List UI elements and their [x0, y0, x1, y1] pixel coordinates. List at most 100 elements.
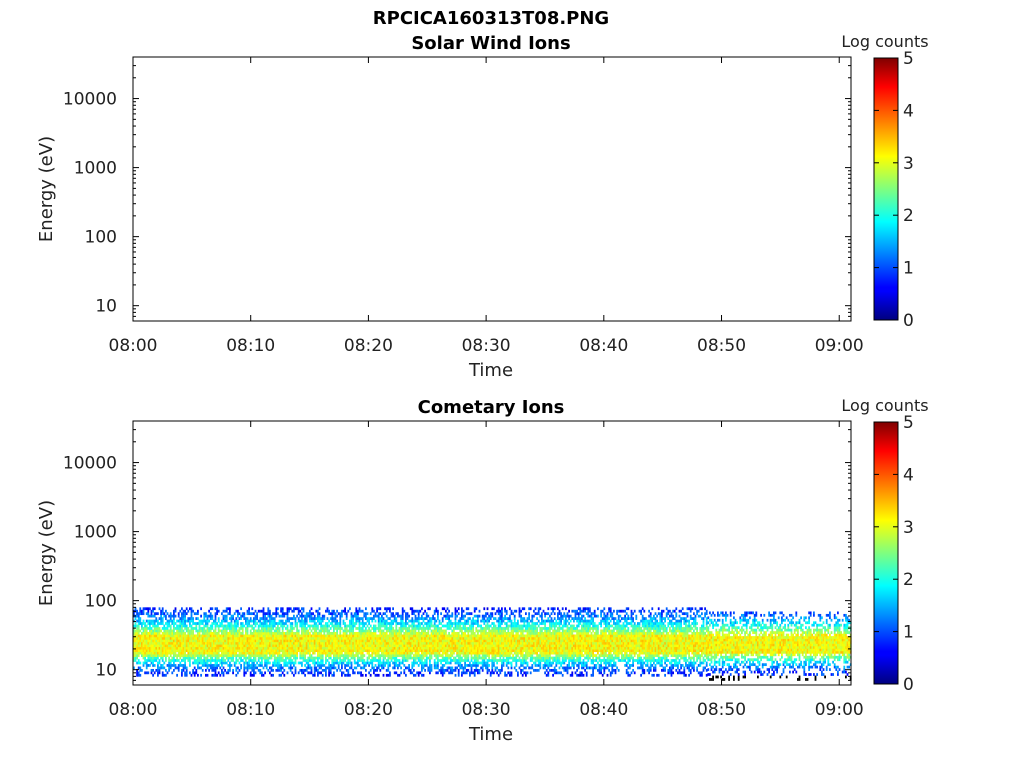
spectrogram-cell [510, 609, 513, 613]
spectrogram-cell [451, 646, 454, 650]
spectrogram-cell [262, 639, 265, 643]
spectrogram-cell [413, 649, 415, 653]
spectrogram-cell [382, 612, 385, 616]
spectrogram-cell [203, 627, 206, 630]
spectrogram-cell [369, 639, 372, 643]
spectrogram-cell [229, 651, 231, 655]
spectrogram-cell [493, 629, 495, 633]
spectrogram-cell [441, 654, 444, 657]
spectrogram-cell [318, 644, 321, 648]
spectrogram-cell [291, 634, 294, 638]
spectrogram-cell [337, 612, 340, 616]
spectrogram-cell [197, 659, 199, 662]
spectrogram-cell [227, 644, 230, 648]
spectrogram-cell [413, 636, 415, 640]
spectrogram-cell [179, 654, 182, 657]
spectrogram-cell [478, 614, 481, 618]
spectrogram-cell [177, 639, 180, 643]
spectrogram-cell [446, 639, 449, 643]
spectrogram-cell [430, 668, 433, 672]
spectrogram-cell [344, 627, 346, 630]
spectrogram-cell [379, 664, 382, 667]
spectrogram-cell [312, 644, 314, 648]
spectrogram-cell [152, 649, 154, 653]
spectrogram-cell [422, 619, 425, 623]
spectrogram-cell [189, 622, 191, 625]
spectrogram-cell [251, 644, 254, 648]
spectrogram-cell [408, 624, 410, 628]
spectrogram-cell [491, 614, 494, 618]
spectrogram-cell [281, 614, 284, 618]
spectrogram-cell [280, 644, 282, 648]
spectrogram-cell [155, 627, 158, 630]
spectrogram-cell [224, 654, 226, 657]
spectrogram-cell [184, 614, 186, 618]
spectrogram-cell [363, 624, 366, 628]
spectrogram-cell [249, 636, 252, 640]
spectrogram-cell [160, 641, 162, 645]
spectrogram-cell [382, 617, 385, 620]
spectrogram-cell [413, 609, 415, 613]
spectrogram-cell [416, 636, 418, 640]
spectrogram-cell [305, 629, 308, 633]
spectrogram-cell [219, 646, 222, 650]
spectrogram-cell [243, 651, 246, 655]
spectrogram-cell [501, 617, 503, 620]
spectrogram-cell [374, 659, 377, 662]
spectrogram-cell [371, 636, 374, 640]
spectrogram-cell [198, 666, 201, 670]
spectrogram-cell [142, 641, 145, 645]
spectrogram-cell [385, 636, 388, 640]
spectrogram-cell [393, 661, 396, 665]
spectrogram-cell [465, 636, 468, 640]
spectrogram-cell [429, 649, 431, 653]
spectrogram-cell [192, 671, 194, 675]
spectrogram-cell [171, 659, 174, 662]
spectrogram-cell [245, 656, 247, 660]
spectrogram-cell [395, 654, 398, 657]
spectrogram-cell [373, 636, 375, 640]
spectrogram-cell [349, 634, 351, 638]
spectrogram-cell [445, 629, 447, 633]
spectrogram-cell [357, 664, 359, 667]
spectrogram-cell [397, 651, 399, 655]
spectrogram-cell [486, 624, 489, 628]
spectrogram-cell [374, 619, 377, 623]
spectrogram-cell [136, 634, 138, 638]
spectrogram-cell [326, 631, 329, 635]
spectrogram-cell [221, 671, 223, 675]
spectrogram-cell [401, 617, 404, 620]
spectrogram-cell [150, 612, 153, 616]
spectrogram-cell [358, 617, 361, 620]
spectrogram-cell [401, 629, 404, 633]
spectrogram-cell [329, 654, 332, 657]
spectrogram-cell [171, 622, 174, 625]
spectrogram-cell [365, 607, 367, 611]
spectrogram-cell [352, 631, 354, 635]
spectrogram-cell [419, 634, 422, 638]
spectrogram-cell [384, 619, 386, 623]
spectrogram-cell [320, 617, 322, 620]
spectrogram-cell [296, 627, 298, 630]
spectrogram-cell [270, 631, 273, 635]
spectrogram-cell [304, 664, 306, 667]
spectrogram-cell [205, 641, 207, 645]
spectrogram-cell [157, 673, 159, 677]
spectrogram-cell [369, 673, 372, 677]
spectrogram-cell [323, 631, 326, 635]
spectrogram-cell [217, 649, 220, 653]
spectrogram-cell [469, 641, 471, 645]
spectrogram-cell [272, 673, 274, 677]
spectrogram-cell [344, 639, 346, 643]
spectrogram-cell [368, 649, 370, 653]
spectrogram-cell [502, 641, 505, 645]
spectrogram-cell [358, 624, 361, 628]
spectrogram-cell [217, 641, 220, 645]
spectrogram-cell [473, 631, 476, 635]
spectrogram-cell [336, 639, 338, 643]
spectrogram-cell [494, 624, 497, 628]
spectrogram-cell [277, 641, 279, 645]
spectrogram-cell [310, 656, 313, 660]
spectrogram-cell [249, 659, 252, 662]
spectrogram-cell [294, 668, 297, 672]
